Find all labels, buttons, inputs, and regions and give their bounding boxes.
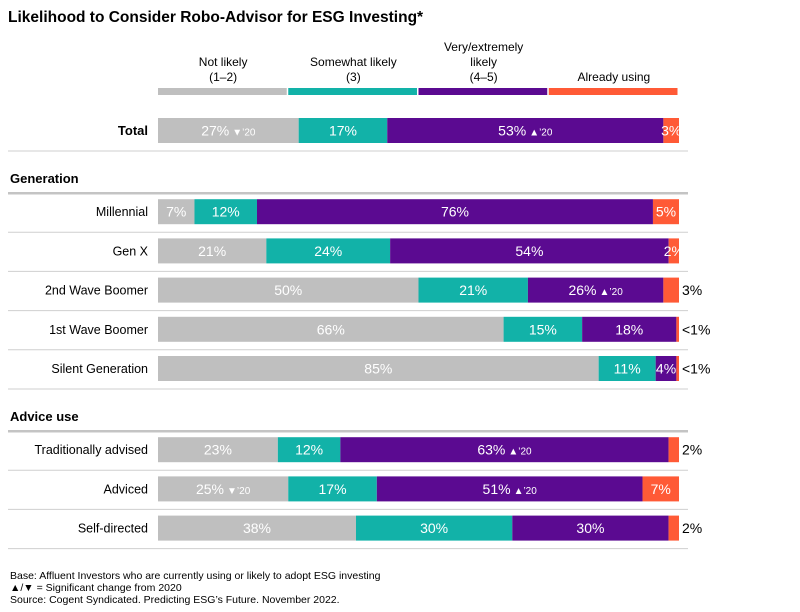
bar-segment (668, 515, 679, 541)
legend-swatch-1 (288, 88, 417, 95)
legend-label-1: Somewhat likely (3) (310, 55, 397, 84)
data-label: 30% (420, 520, 448, 536)
row-label: 2nd Wave Boomer (45, 284, 148, 298)
bar-segment (158, 515, 356, 541)
bar-segment (355, 515, 513, 541)
data-label: 2% (664, 243, 684, 259)
source-note: Source: Cogent Syndicated. Predicting ES… (10, 594, 340, 606)
data-label: 3% (661, 123, 681, 139)
data-label: 30% (576, 520, 604, 536)
significance-note: ▲/▼ = Significant change from 2020 (10, 582, 182, 594)
data-label: 24% (314, 243, 342, 259)
bar-segment (266, 238, 391, 264)
row-label: Total (118, 123, 148, 138)
legend-swatch-2 (418, 88, 548, 95)
bar-segment (158, 238, 267, 264)
legend-swatch-3 (548, 88, 678, 95)
data-label: 4% (656, 361, 676, 377)
footnotes: Base: Affluent Investors who are current… (10, 570, 380, 606)
bar-segment (298, 118, 388, 143)
data-label: 26% ▲’20 (568, 282, 623, 298)
group-title-2: Advice use (10, 409, 79, 424)
group-title-1: Generation (10, 171, 79, 186)
data-label: 17% (319, 481, 347, 497)
data-label: 12% (212, 204, 240, 220)
data-label: 11% (614, 361, 641, 377)
data-label: 23% (204, 442, 232, 458)
base-note: Base: Affluent Investors who are current… (10, 570, 381, 582)
chart-title: Likelihood to Consider Robo-Advisor for … (8, 9, 424, 26)
bar-segment (376, 476, 643, 502)
outside-label: 3% (682, 282, 702, 298)
row-label: Millennial (96, 205, 148, 219)
bar-segment (676, 356, 679, 381)
data-label: 53% ▲’20 (498, 123, 553, 139)
bar-segment (158, 316, 504, 342)
data-label: 51% ▲’20 (483, 481, 538, 497)
row-label: Silent Generation (51, 362, 148, 376)
outside-label: 2% (682, 442, 702, 458)
bar-segment (418, 277, 528, 303)
data-label: 66% (317, 321, 345, 337)
bar-segment (663, 118, 679, 143)
bar-segment (288, 476, 377, 502)
bar-segment (256, 199, 653, 225)
legend-label-3: Already using (578, 70, 651, 84)
legend-label-2: Very/extremely likely (4–5) (444, 40, 523, 84)
bar-segment (277, 437, 341, 463)
bar-segment (663, 277, 679, 303)
data-label: 50% (274, 282, 302, 298)
data-label: 17% (329, 123, 357, 139)
bar-segment (158, 199, 195, 225)
row-label: 1st Wave Boomer (49, 323, 148, 337)
bar-segment (158, 277, 419, 303)
bar-segment (390, 238, 669, 264)
data-label: 18% (615, 321, 643, 337)
row-label: Self-directed (78, 522, 148, 536)
row-label: Traditionally advised (35, 443, 149, 457)
data-label: 7% (651, 481, 671, 497)
bar-segment (527, 277, 664, 303)
legend-swatch-0 (158, 88, 287, 95)
data-label: 63% ▲’20 (477, 442, 532, 458)
bar-segment (340, 437, 669, 463)
bar-segment (387, 118, 664, 143)
bar-segment (158, 476, 289, 502)
data-label: 54% (515, 243, 543, 259)
data-label: 7% (166, 204, 186, 220)
data-label: 76% (441, 204, 469, 220)
bar-segment (655, 356, 677, 381)
bar-segment (512, 515, 669, 541)
outside-label: <1% (682, 321, 710, 337)
row-label: Adviced (104, 482, 149, 496)
bar-segment (194, 199, 257, 225)
bar-segment (668, 437, 679, 463)
bar-segment (598, 356, 656, 381)
bar-segment (668, 238, 679, 264)
data-label: 15% (529, 321, 557, 337)
bar-segment (642, 476, 679, 502)
outside-label: <1% (682, 361, 710, 377)
bar-segment (158, 437, 278, 463)
row-label: Gen X (113, 244, 149, 258)
data-label: 5% (656, 204, 676, 220)
bar-segment (652, 199, 679, 225)
data-label: 21% (459, 282, 487, 298)
data-label: 21% (198, 243, 226, 259)
legend-label-0: Not likely (1–2) (199, 55, 248, 84)
outside-label: 2% (682, 520, 702, 536)
bar-segment (503, 316, 583, 342)
data-label: 12% (295, 442, 323, 458)
bar-segment (582, 316, 677, 342)
data-label: 38% (243, 520, 271, 536)
bar-segment (158, 118, 299, 143)
bar-segment (676, 316, 679, 342)
data-label: 27% ▼’20 (201, 123, 256, 139)
data-label: 25% ▼’20 (196, 481, 251, 497)
bar-segment (158, 356, 599, 381)
data-label: 85% (364, 361, 392, 377)
